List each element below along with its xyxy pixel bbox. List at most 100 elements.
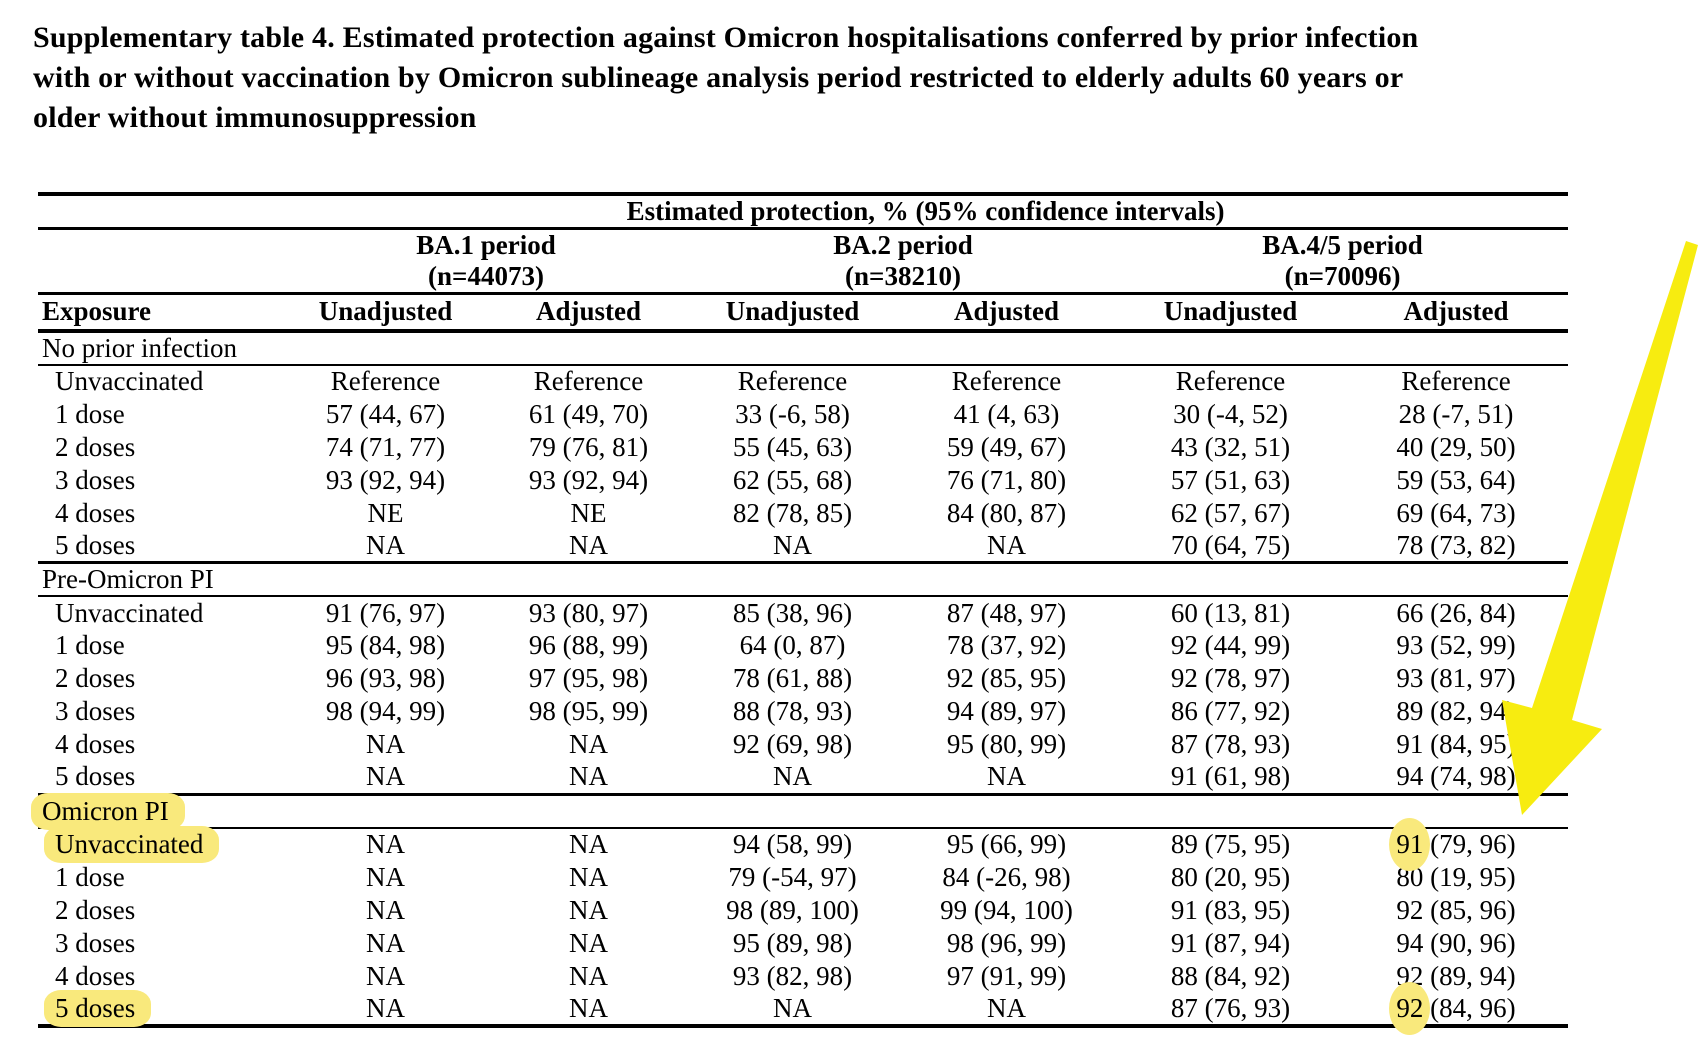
table-row: 1 dose NA NA 79 (-54, 97) 84 (-26, 98) 80 (20…	[38, 861, 1568, 894]
row-label: 4 doses	[55, 729, 136, 759]
section-heading: No prior infection	[38, 330, 1569, 366]
table-row: 2 doses NA NA 98 (89, 100) 99 (94, 100) 91 (8…	[38, 894, 1568, 927]
value-cell: 95 (84, 98)	[325, 630, 446, 660]
value-cell: 93 (52, 99)	[1396, 630, 1516, 660]
value-cell: 76 (71, 80)	[946, 464, 1067, 495]
value-cell: NA	[569, 894, 608, 925]
title-line-1: Supplementary table 4. Estimated protect…	[33, 21, 1419, 54]
section-heading-row: Omicron PI	[31, 792, 1569, 830]
section-heading-row: No prior infection	[38, 330, 1569, 366]
table-row: 2 doses 74 (71, 77) 79 (76, 81) 55 (45, 63)…	[38, 431, 1568, 464]
row-label: 1 dose	[55, 861, 125, 892]
page-title: Supplementary table 4. Estimated protect…	[33, 18, 1673, 138]
value-cell: NA	[569, 829, 608, 859]
period-n: (n=38210)	[845, 261, 961, 291]
value-cell: 78 (61, 88)	[732, 663, 853, 693]
value-cell: NA	[366, 861, 405, 892]
table-row: 4 doses NA NA 92 (69, 98) 95 (80, 99) 87 (78,…	[38, 728, 1568, 761]
value-cell: NA	[366, 894, 405, 925]
highlight-blob: 92	[1389, 981, 1431, 1035]
row-label: 3 doses	[55, 464, 136, 495]
value-cell: 91 (84, 95)	[1396, 729, 1516, 759]
table-row: 1 dose 57 (44, 67) 61 (49, 70) 33 (-6, 58) 4…	[38, 398, 1568, 431]
value-cell: 70 (64, 75)	[1117, 529, 1344, 564]
value-cell: 82 (78, 85)	[732, 497, 853, 528]
table-row: 3 doses NA NA 95 (89, 98) 98 (96, 99) 91 (87,…	[38, 927, 1568, 960]
value-cell: 93 (80, 97)	[528, 597, 649, 628]
value-cell: 40 (29, 50)	[1396, 431, 1516, 462]
spanner-header-row: Estimated protection, % (95% confidence …	[38, 194, 1569, 230]
row-label: 4 doses	[55, 960, 136, 991]
value-cell: 95 (89, 98)	[732, 927, 853, 958]
highlight-blob: 91	[1389, 818, 1431, 871]
value-cell: 41 (4, 63)	[953, 398, 1060, 429]
value-cell: 80 (19, 95)	[1396, 861, 1516, 892]
value-cell: NA	[896, 529, 1117, 564]
highlight-marker: Omicron PI	[31, 792, 185, 830]
row-label: 3 doses	[55, 927, 136, 958]
period-label: BA.1 period	[416, 230, 556, 260]
value-cell: 87 (78, 93)	[1170, 729, 1291, 759]
value-cell: 79 (76, 81)	[528, 431, 649, 462]
table-row: Unvaccinated NA NA 94 (58, 99) 95 (66, 99) 89…	[38, 818, 1568, 871]
value-cell: 92 (89, 94)	[1396, 960, 1516, 991]
value-cell: 94 (89, 97)	[946, 696, 1067, 726]
value-cell: Reference	[533, 366, 644, 396]
value-cell: NA	[896, 992, 1117, 1027]
value-cell: 99 (94, 100)	[940, 894, 1073, 925]
table-row: 5 doses NA NA NA NA 91 (61, 98) 94 (74, 98)	[38, 761, 1569, 796]
title-line-3: older without immunosuppression	[33, 101, 477, 134]
value-cell: 78 (73, 82)	[1344, 529, 1569, 564]
value-cell: NA	[569, 861, 608, 892]
value-cell: 30 (-4, 52)	[1173, 398, 1288, 429]
value-cell: NA	[366, 729, 405, 759]
value-cell: 84 (-26, 98)	[942, 861, 1071, 892]
value-cell: 91 (83, 95)	[1170, 894, 1291, 925]
table-row: 5 doses NA NA NA NA 87 (76, 93) 92 (84, 96)	[38, 981, 1569, 1035]
period-n: (n=70096)	[1284, 261, 1401, 291]
value-cell: 59 (49, 67)	[946, 431, 1067, 462]
value-cell: 96 (93, 98)	[325, 663, 446, 693]
table-row: 4 doses NE NE 82 (78, 85) 84 (80, 87) 62 (57,…	[38, 497, 1568, 530]
value-cell: 78 (37, 92)	[946, 630, 1067, 660]
value-cell: NA	[896, 761, 1117, 796]
table-row: 1 dose 95 (84, 98) 96 (88, 99) 64 (0, 87) 78…	[38, 629, 1568, 662]
row-label: 3 doses	[55, 696, 136, 726]
col-header-exposure: Exposure	[38, 293, 283, 333]
value-cell: NA	[366, 960, 405, 991]
table-row: 2 doses 96 (93, 98) 97 (95, 98) 78 (61, 88)…	[38, 662, 1568, 695]
value-cell: 28 (-7, 51)	[1398, 398, 1514, 429]
value-cell: 85 (38, 96)	[732, 597, 853, 628]
value-cell: 33 (-6, 58)	[735, 398, 850, 429]
value-cell: NE	[570, 497, 607, 528]
value-cell: Reference	[1401, 366, 1511, 396]
value-cell: 93 (81, 97)	[1396, 663, 1516, 693]
value-cell: 92 (85, 96)	[1396, 894, 1516, 925]
value-cell: 57 (51, 63)	[1170, 464, 1291, 495]
value-cell: 89 (75, 95)	[1170, 829, 1291, 859]
value-cell: 97 (95, 98)	[528, 663, 649, 693]
value-cell: 95 (80, 99)	[946, 729, 1067, 759]
value-cell: 91 (76, 97)	[325, 597, 446, 628]
value-cell: 79 (-54, 97)	[728, 861, 857, 892]
section-heading: Omicron PI	[31, 792, 1569, 830]
value-cell: Reference	[737, 366, 848, 396]
value-cell: NA	[569, 729, 608, 759]
table-row: 5 doses NA NA NA NA 70 (64, 75) 78 (73, 82)	[38, 529, 1569, 564]
col-header-adjusted-ba2: Adjusted	[896, 293, 1117, 333]
value-cell: 97 (91, 99)	[946, 960, 1067, 991]
row-label: Unvaccinated	[55, 597, 204, 628]
value-cell: 86 (77, 92)	[1170, 696, 1291, 726]
value-cell: 61 (49, 70)	[528, 398, 649, 429]
value-cell: 91 (79, 96)	[1344, 818, 1568, 871]
value-cell: 94 (74, 98)	[1344, 761, 1569, 796]
value-cell: Reference	[1175, 366, 1286, 396]
value-cell: NA	[569, 927, 608, 958]
section-heading: Pre-Omicron PI	[38, 562, 1569, 597]
row-label: 2 doses	[55, 431, 136, 462]
value-cell: 92 (69, 98)	[732, 729, 853, 759]
table-row: Unvaccinated Reference Reference Reference R…	[38, 365, 1568, 398]
value-cell: 94 (58, 99)	[732, 829, 853, 859]
value-cell: Reference	[330, 366, 441, 396]
